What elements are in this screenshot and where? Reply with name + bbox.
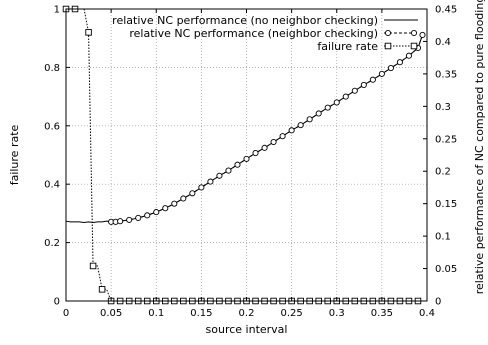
- y-right-tick-label: 0.1: [435, 232, 451, 243]
- tick-layer: 0 0.05 0.1 0.15 0.2 0.25 0.3 0.35 0.400.20.40.60…: [44, 5, 457, 320]
- series-1-point: [144, 212, 151, 219]
- y-right-tick-label: 0.3: [435, 102, 451, 113]
- y-axis-right-label: relative performance of NC compared to p…: [473, 0, 486, 294]
- y-axis-left-label: failure rate: [8, 124, 21, 185]
- x-tick-label: 0.3: [329, 308, 345, 319]
- y-left-tick-label: 0: [54, 297, 60, 308]
- y-left-tick-label: 0.2: [44, 238, 60, 249]
- x-tick-label: 0.35: [371, 308, 393, 319]
- series-1-point: [153, 209, 160, 216]
- series-1-point: [342, 93, 349, 100]
- y-left-tick-label: 0.8: [44, 63, 60, 74]
- legend-label-no-neighbor-checking: relative NC performance (no neighbor che…: [112, 14, 378, 27]
- series-1-point: [207, 178, 214, 185]
- series-1-point: [419, 31, 426, 39]
- x-tick-label: 0.4: [419, 308, 435, 319]
- series-1-point: [324, 104, 331, 111]
- series-1-point: [243, 155, 250, 162]
- y-right-tick-label: 0.2: [435, 167, 451, 178]
- series-1-point: [135, 214, 142, 221]
- y-right-tick-label: 0.35: [435, 69, 457, 80]
- series-1-point: [288, 127, 295, 134]
- series-1-point: [378, 70, 385, 77]
- series-1-point: [306, 116, 313, 123]
- series-1-point: [315, 110, 322, 117]
- series-1-point: [117, 218, 124, 225]
- series-1-point: [189, 190, 196, 197]
- series-1-point: [270, 138, 277, 146]
- series-1-point: [405, 52, 413, 59]
- series-1-point: [180, 195, 187, 202]
- x-tick-label: 0.1: [148, 308, 164, 319]
- series-1-point: [225, 167, 232, 174]
- y-right-tick-label: 0: [435, 297, 441, 308]
- x-tick-label: 0.05: [100, 308, 122, 319]
- series-1-point: [162, 205, 169, 212]
- y-right-tick-label: 0.4: [435, 37, 451, 48]
- series-2-point: [89, 262, 97, 270]
- y-right-tick-label: 0.05: [435, 264, 457, 275]
- series-1-point: [360, 81, 367, 88]
- x-tick-label: 0.25: [280, 308, 302, 319]
- x-tick-label: 0.2: [239, 308, 255, 319]
- series-1-point: [279, 133, 286, 140]
- grid-lines: [66, 9, 427, 301]
- y-right-tick-label: 0.25: [435, 134, 457, 145]
- legend-sample-marker: [384, 42, 392, 50]
- legend: relative NC performance (no neighbor che…: [112, 14, 418, 53]
- series-line-1: [111, 34, 423, 223]
- x-tick-label: 0.15: [190, 308, 212, 319]
- legend-label-failure-rate: failure rate: [317, 40, 378, 53]
- series-1-point: [387, 64, 394, 72]
- series-1-point: [333, 99, 340, 106]
- series-1-point: [396, 59, 403, 66]
- legend-sample-marker: [384, 29, 392, 37]
- series-1-point: [171, 200, 178, 207]
- legend-label-neighbor-checking: relative NC performance (neighbor checki…: [129, 27, 378, 40]
- series-1-point: [261, 144, 268, 151]
- x-tick-label: 0: [63, 308, 69, 319]
- series-1-point: [216, 172, 223, 179]
- legend-sample-marker: [410, 42, 418, 50]
- y-left-tick-label: 1: [54, 5, 60, 16]
- series-1-point: [234, 161, 241, 168]
- series-2-point: [98, 286, 106, 293]
- legend-sample-marker: [410, 29, 418, 37]
- y-left-tick-label: 0.4: [44, 180, 60, 191]
- y-left-tick-label: 0.6: [44, 121, 60, 132]
- y-right-tick-label: 0.45: [435, 5, 457, 16]
- series-1-point: [126, 216, 133, 223]
- series-1-point: [198, 184, 205, 191]
- series-line-0: [65, 34, 423, 223]
- y-right-tick-label: 0.15: [435, 199, 457, 210]
- series-1-point: [369, 76, 376, 83]
- series-1-point: [252, 150, 259, 157]
- series-1-point: [351, 87, 358, 94]
- series-1-point: [297, 122, 304, 129]
- series-2-point: [85, 29, 92, 36]
- x-axis-label: source interval: [206, 323, 288, 336]
